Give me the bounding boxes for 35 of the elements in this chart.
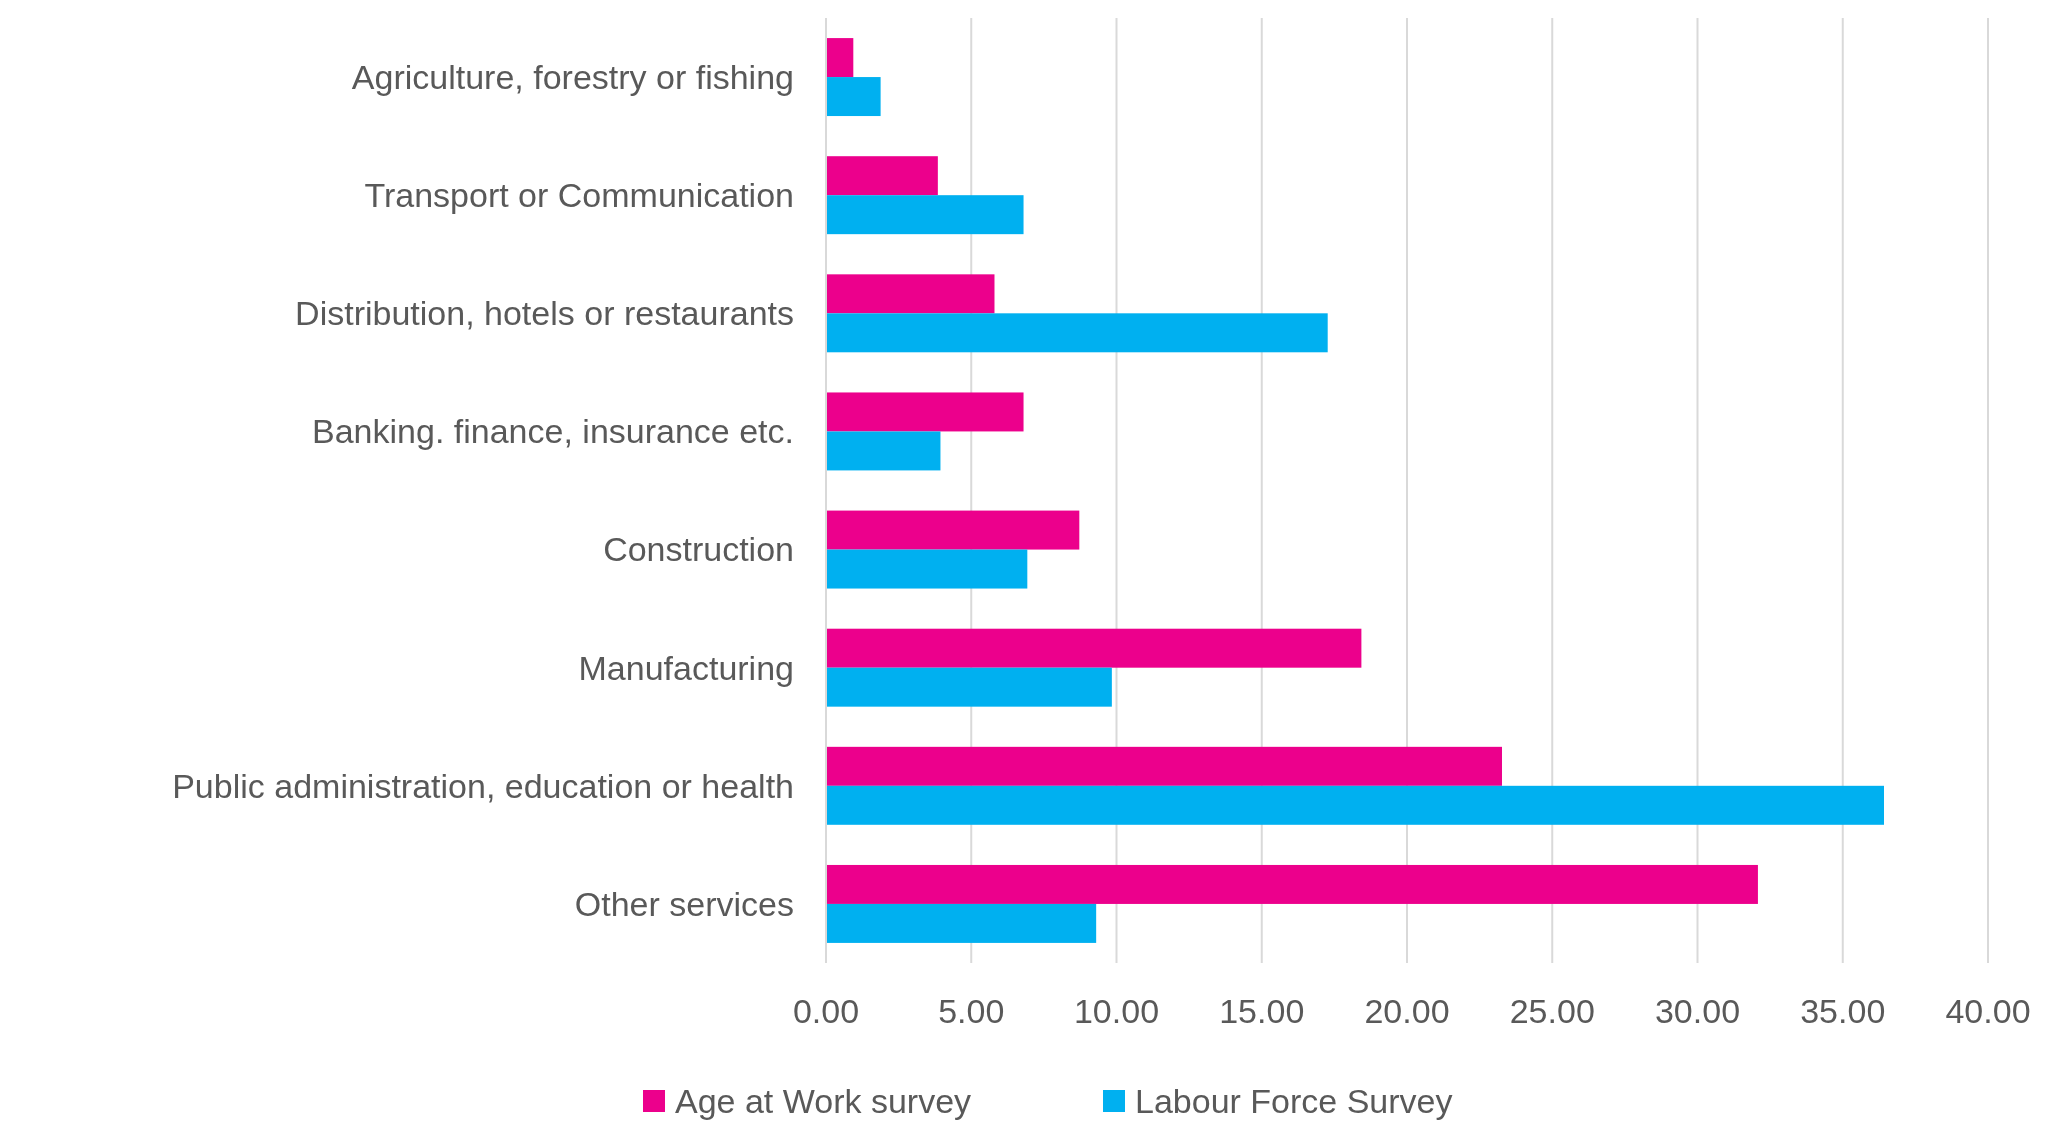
x-tick-label: 25.00	[1509, 992, 1595, 1030]
bar	[826, 38, 854, 78]
bar	[826, 195, 1024, 235]
bar	[826, 431, 941, 471]
bar	[826, 156, 938, 196]
x-tick-label: 30.00	[1654, 992, 1741, 1030]
y-tick-label: Manufacturing	[578, 648, 794, 687]
y-tick-label: Distribution, hotels or restaurants	[295, 294, 794, 333]
y-tick-label: Transport or Communication	[364, 176, 794, 215]
y-tick-label: Construction	[603, 530, 794, 569]
y-tick-label: Banking. finance, insurance etc.	[312, 412, 794, 451]
x-tick-label: 5.00	[938, 992, 1005, 1030]
x-tick-label: 15.00	[1219, 992, 1305, 1030]
bar	[826, 746, 1502, 786]
x-tick-label: 0.00	[792, 992, 860, 1030]
x-tick-label: 20.00	[1364, 992, 1450, 1030]
legend-label: Labour Force Survey	[1135, 1081, 1453, 1120]
bar	[826, 549, 1028, 589]
x-tick-label: 35.00	[1800, 992, 1886, 1030]
y-tick-label: Agriculture, forestry or fishing	[351, 57, 794, 96]
x-tick-label: 40.00	[1945, 992, 2031, 1030]
legend-label: Age at Work survey	[675, 1081, 972, 1120]
bar	[826, 77, 881, 117]
bar	[826, 785, 1884, 825]
x-tick-label: 10.00	[1073, 992, 1160, 1030]
bar	[826, 628, 1362, 668]
bar	[826, 864, 1758, 904]
bar	[826, 274, 995, 314]
bar	[826, 903, 1097, 943]
bar	[826, 392, 1024, 432]
y-tick-label: Public administration, education or health	[172, 766, 794, 805]
bar	[826, 313, 1328, 353]
y-tick-label: Other services	[574, 884, 794, 923]
bar	[826, 667, 1112, 707]
bar	[826, 510, 1080, 550]
